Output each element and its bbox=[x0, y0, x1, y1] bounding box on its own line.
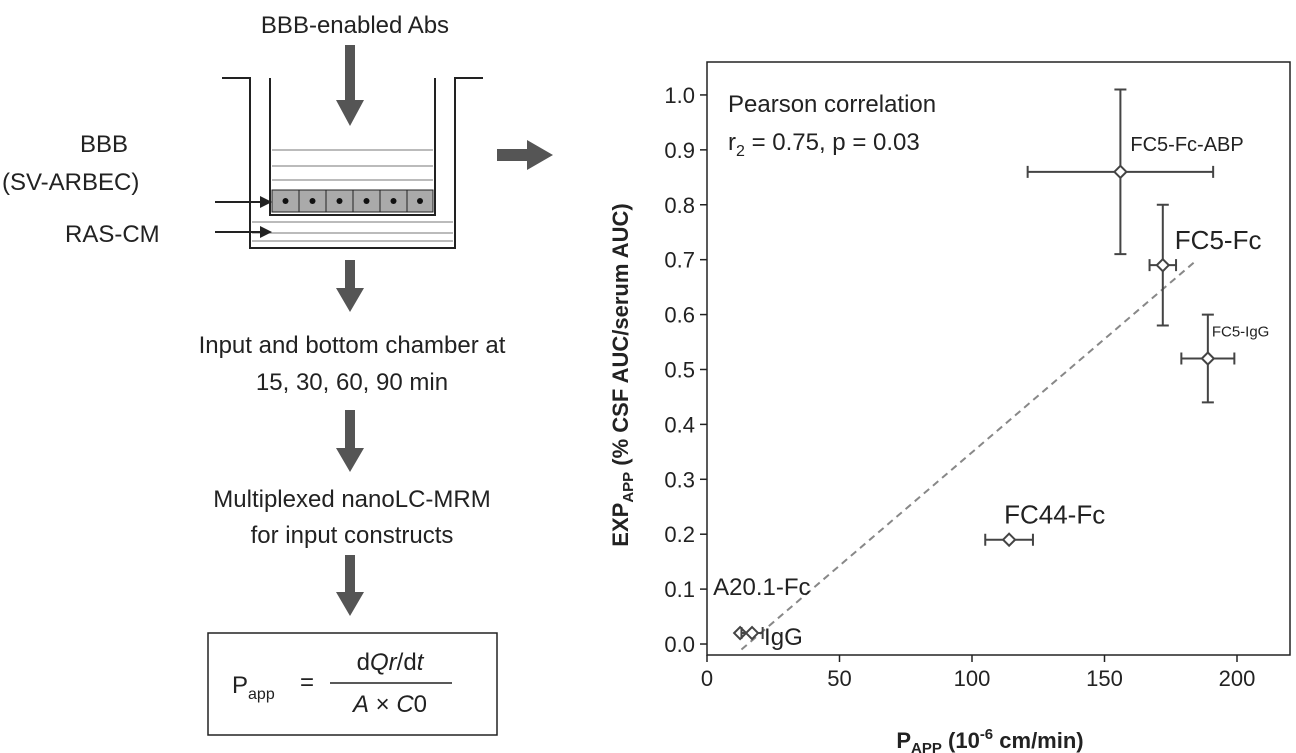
x-label-sub: APP bbox=[911, 740, 942, 753]
point-label: A20.1-Fc bbox=[713, 574, 810, 601]
y-tick-label: 0.6 bbox=[664, 303, 695, 328]
pointer-head bbox=[260, 226, 272, 238]
point bbox=[1155, 257, 1171, 273]
x-label-part: cm/min) bbox=[993, 728, 1083, 753]
x-tick-label: 200 bbox=[1219, 666, 1256, 691]
y-tick-label: 0.3 bbox=[664, 467, 695, 492]
formula-eq: = bbox=[300, 669, 314, 696]
step1-line: 15, 30, 60, 90 min bbox=[256, 369, 448, 396]
y-label-part: EXP bbox=[608, 503, 633, 547]
y-tick-label: 0.2 bbox=[664, 522, 695, 547]
y-tick-label: 0.8 bbox=[664, 193, 695, 218]
formula-p: P bbox=[232, 672, 248, 699]
point-label: FC5-IgG bbox=[1212, 324, 1270, 341]
medium-label: RAS-CM bbox=[65, 221, 160, 248]
point bbox=[1112, 164, 1128, 180]
formula-den: A × C0 bbox=[351, 691, 427, 718]
step2-line: for input constructs bbox=[251, 522, 454, 549]
y-tick-label: 0.9 bbox=[664, 138, 695, 163]
arrow bbox=[336, 45, 364, 126]
x-label-sup: -6 bbox=[980, 726, 993, 743]
point bbox=[732, 625, 748, 641]
point bbox=[744, 625, 760, 641]
y-tick-label: 0.7 bbox=[664, 248, 695, 273]
pointer-head bbox=[260, 196, 272, 208]
y-label-part: (% CSF AUC/serum AUC) bbox=[608, 203, 633, 472]
formula-sub: app bbox=[248, 686, 275, 703]
transwell bbox=[222, 77, 483, 249]
formula-part: /d bbox=[397, 649, 417, 676]
y-tick-label: 0.1 bbox=[664, 577, 695, 602]
y-axis-label: EXPAPP (% CSF AUC/serum AUC) bbox=[608, 203, 637, 546]
medium-lines bbox=[252, 149, 453, 242]
formula-part: × bbox=[369, 691, 396, 718]
trendline bbox=[740, 258, 1198, 651]
formula-box bbox=[207, 632, 498, 736]
bbb-label: BBB bbox=[80, 131, 128, 158]
formula-part: C bbox=[396, 691, 414, 718]
x-tick-label: 0 bbox=[701, 666, 713, 691]
annotation-part: r bbox=[728, 129, 736, 156]
point-label: FC5-Fc-ABP bbox=[1130, 134, 1243, 156]
point bbox=[1001, 532, 1017, 548]
formula-lhs: Papp bbox=[232, 672, 275, 703]
plot-frame bbox=[706, 61, 1291, 656]
y-label-sub: APP bbox=[620, 472, 637, 503]
x-label-part: (10 bbox=[942, 728, 980, 753]
x-tick-label: 50 bbox=[827, 666, 851, 691]
x-tick-label: 100 bbox=[954, 666, 991, 691]
formula-part: Qr bbox=[370, 649, 398, 676]
point-label: IgG bbox=[764, 624, 803, 651]
formula-part: 0 bbox=[414, 691, 427, 718]
point-label: FC5-Fc bbox=[1175, 225, 1262, 255]
x-tick-label: 150 bbox=[1086, 666, 1123, 691]
step1-line: Input and bottom chamber at bbox=[199, 332, 506, 359]
annotation: r2 = 0.75, p = 0.03 bbox=[728, 129, 920, 160]
arrow-right bbox=[497, 140, 553, 170]
y-tick-label: 0.4 bbox=[664, 412, 695, 437]
x-axis-label: PAPP (10-6 cm/min) bbox=[896, 726, 1083, 753]
formula-part: t bbox=[417, 649, 425, 676]
point-label: FC44-Fc bbox=[1004, 500, 1105, 530]
annotation-part: = 0.75, p = 0.03 bbox=[745, 129, 920, 156]
point bbox=[1200, 351, 1216, 366]
bbb-cells-label: (SV-ARBEC) bbox=[2, 169, 139, 196]
formula-part: A bbox=[351, 691, 369, 718]
y-tick-label: 0.0 bbox=[664, 632, 695, 657]
annotation: Pearson correlation bbox=[728, 91, 936, 118]
arrow bbox=[336, 410, 364, 472]
formula-part: d bbox=[357, 649, 370, 676]
step2-line: Multiplexed nanoLC-MRM bbox=[213, 486, 490, 513]
annotation-sub: 2 bbox=[736, 143, 745, 160]
cell-layer bbox=[271, 189, 434, 213]
arrow bbox=[336, 555, 364, 616]
y-tick-label: 0.5 bbox=[664, 357, 695, 382]
y-tick-label: 1.0 bbox=[664, 83, 695, 108]
formula-num: dQr/dt bbox=[357, 649, 425, 676]
arrow bbox=[336, 260, 364, 312]
top-label: BBB-enabled Abs bbox=[261, 12, 449, 39]
x-label-part: P bbox=[896, 728, 911, 753]
